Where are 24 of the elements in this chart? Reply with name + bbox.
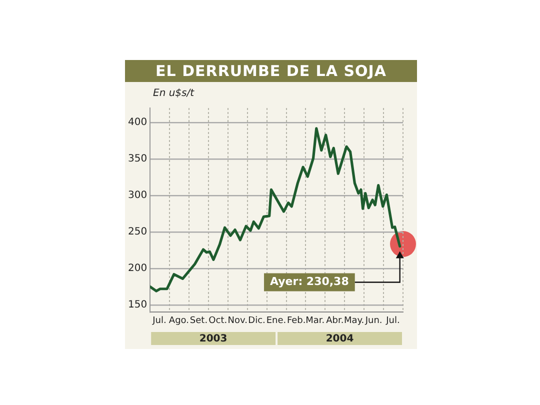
- x-tick-label: Abr.: [326, 316, 344, 326]
- x-tick-label: Mar.: [306, 316, 325, 326]
- annotation: Ayer: 230,38: [270, 275, 349, 288]
- y-tick-label: 300: [128, 190, 148, 202]
- x-tick-label: Ene.: [266, 316, 286, 326]
- x-tick-label: Jul.: [385, 316, 400, 326]
- x-tick-label: Oct.: [208, 316, 228, 326]
- text: 2004: [326, 334, 354, 345]
- x-tick-label: Jun.: [364, 316, 382, 326]
- text: 2003: [199, 334, 228, 345]
- x-tick-label: Set.: [190, 316, 208, 326]
- x-tick-label: Jul.: [152, 316, 166, 326]
- x-tick-label: Dic.: [248, 316, 266, 326]
- y-tick-label: 350: [128, 154, 148, 165]
- x-tick-label: Feb.: [286, 316, 306, 326]
- y-tick-label: 200: [128, 263, 148, 274]
- y-tick-label: 150: [128, 300, 148, 310]
- y-tick-label: 400: [128, 117, 148, 128]
- y-tick-label: 250: [128, 226, 148, 238]
- chart-title: EL DERRUMBE DE LA SOJA: [125, 60, 417, 82]
- x-tick-label: May.: [344, 316, 364, 326]
- y-axis-title: En u$s/t: [153, 88, 196, 99]
- x-tick-label: Ago.: [168, 316, 189, 326]
- x-tick-label: Nov.: [228, 316, 248, 326]
